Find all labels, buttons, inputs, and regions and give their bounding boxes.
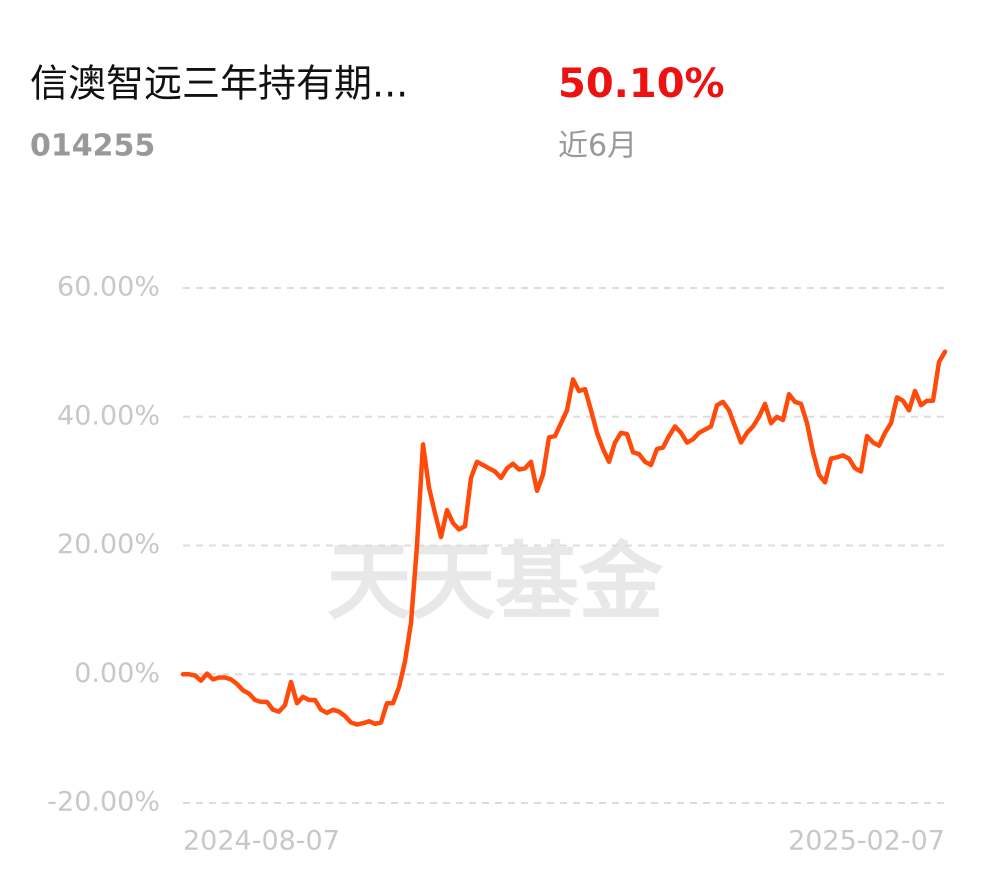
y-tick-label: 40.00% [57, 400, 160, 431]
x-tick-label: 2025-02-07 [788, 826, 945, 857]
line-series [180, 349, 948, 727]
y-tick-label: 20.00% [57, 529, 160, 560]
chart: -20.00% 0.00% 20.00% 40.00% 60.00% 2024-08-07… [47, 272, 948, 857]
fund-code: 014255 [30, 129, 155, 164]
watermark: 天天基金 [327, 533, 664, 631]
y-tick-label: 60.00% [57, 272, 160, 303]
y-tick-label: 0.00% [74, 658, 160, 689]
fund-title: 信澳智远三年持有期... [30, 62, 408, 106]
x-tick-label: 2024-08-07 [183, 826, 340, 857]
period-label: 近6月 [558, 129, 637, 164]
fund-return: 50.10% [558, 61, 725, 107]
y-tick-label: -20.00% [47, 787, 160, 818]
